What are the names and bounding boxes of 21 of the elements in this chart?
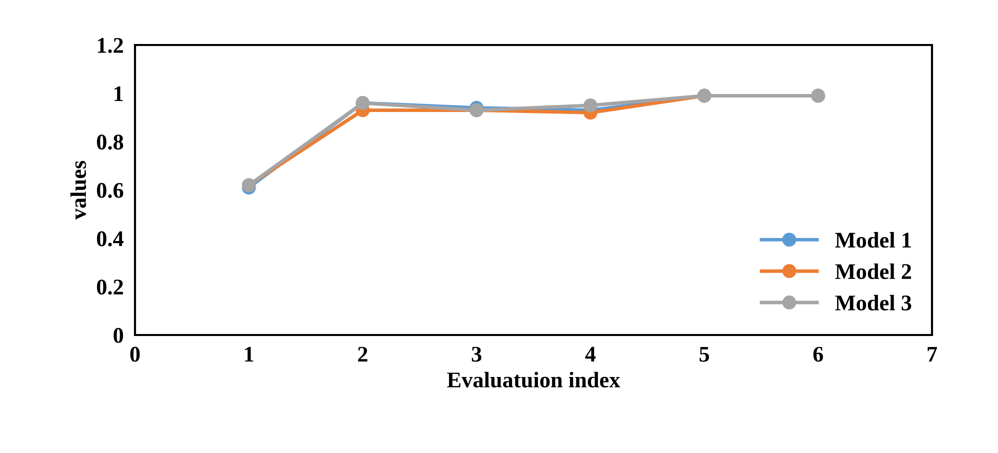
y-tick-label: 1: [114, 86, 123, 102]
x-axis-title: Evaluatuion index: [447, 372, 620, 388]
point: [583, 98, 598, 112]
x-tick-label: 6: [813, 346, 824, 362]
x-tick-label: 1: [245, 346, 254, 362]
x-tick-label: 7: [928, 346, 938, 362]
y-tick-label: 0.2: [96, 280, 123, 295]
y-tick-label: 0.8: [96, 134, 124, 150]
legend-label: Model 1: [835, 232, 911, 248]
legend-label: Model 2: [835, 263, 912, 280]
y-tick-label: 0.4: [96, 231, 124, 246]
y-tick-label: 0.6: [96, 182, 124, 198]
legend-label: Model 3: [835, 294, 912, 310]
y-tick-label: 0: [114, 328, 124, 343]
x-tick-label: 2: [358, 346, 368, 362]
x-tick-label: 4: [585, 346, 596, 362]
x-tick-label: 3: [472, 346, 482, 362]
y-axis-title: values: [70, 160, 86, 220]
x-tick-label: 0: [130, 346, 140, 362]
x-tick-label: 5: [700, 346, 710, 362]
y-tick-label: 1.2: [98, 38, 123, 54]
